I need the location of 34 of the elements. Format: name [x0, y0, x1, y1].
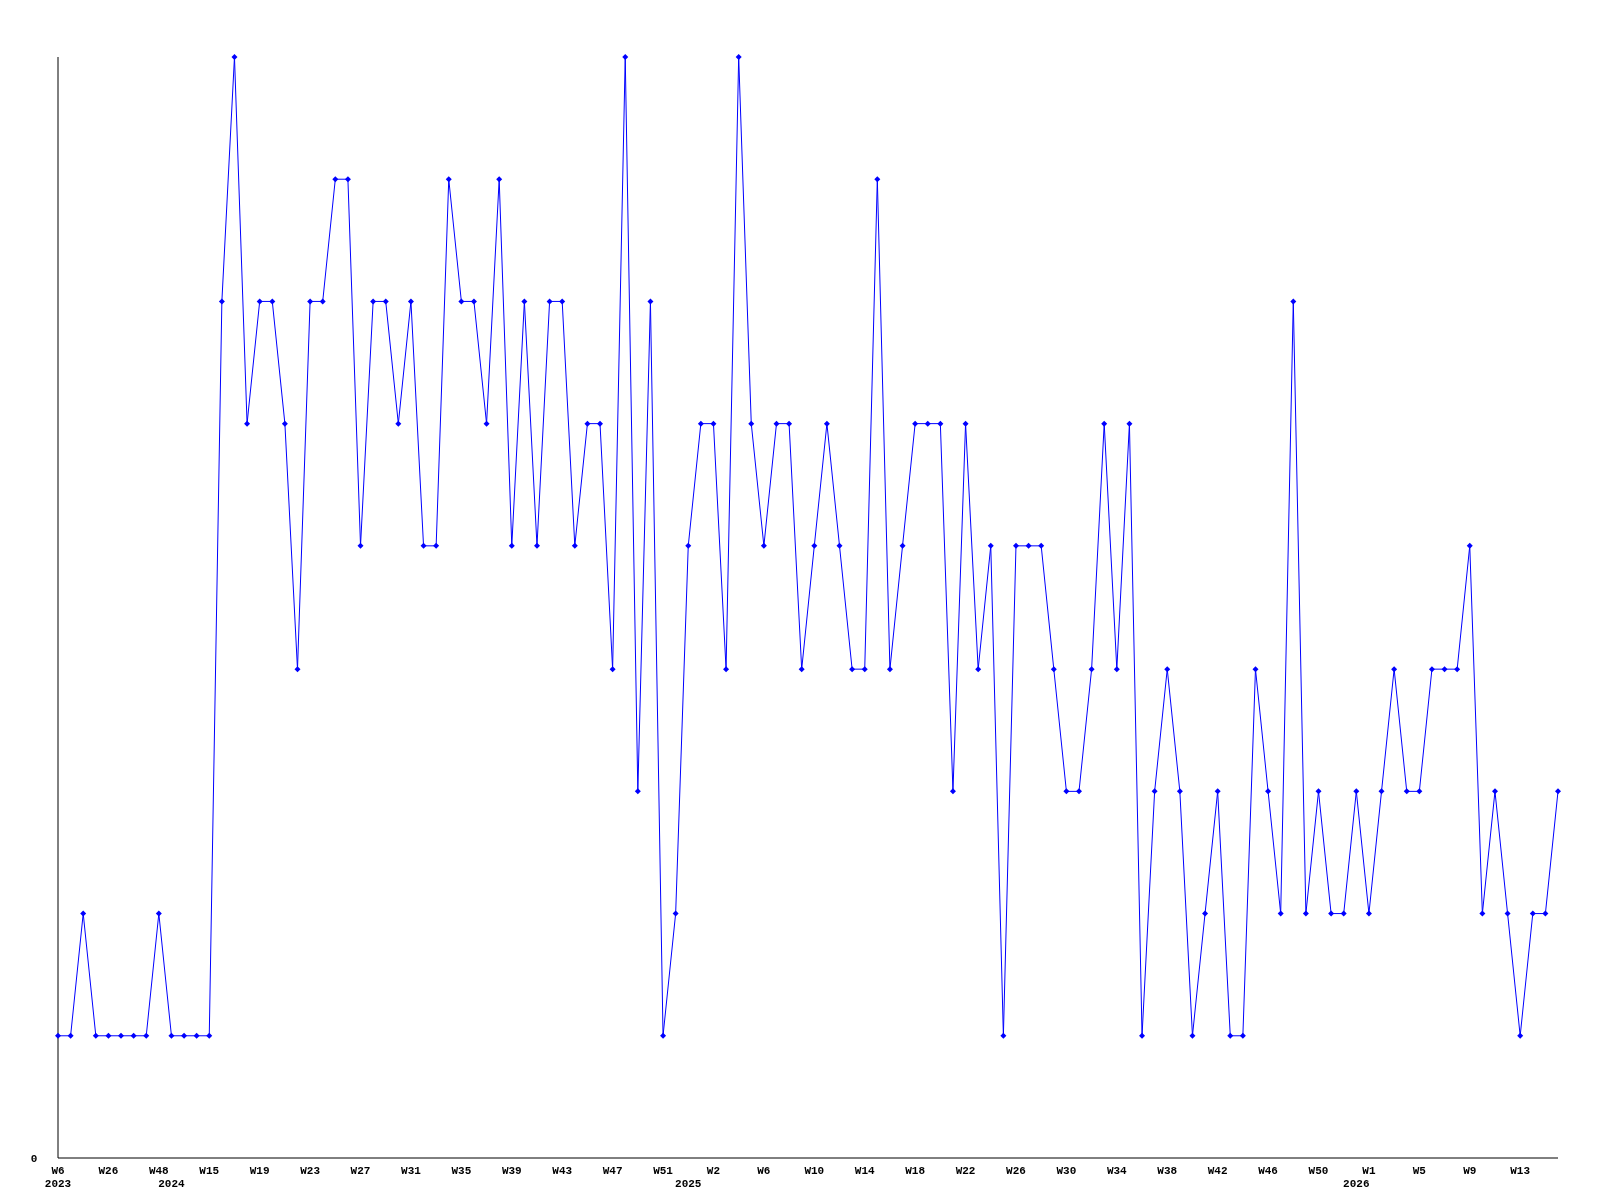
x-tick-label: W30	[1056, 1165, 1077, 1177]
x-tick-label: W26	[1006, 1165, 1026, 1177]
x-tick-label: W47	[602, 1165, 623, 1177]
text: 0	[30, 1153, 38, 1165]
x-tick-label: W22	[955, 1165, 976, 1177]
x-tick-label: W48	[148, 1165, 170, 1177]
x-tick-label: W5	[1412, 1165, 1427, 1177]
x-tick-label: W10	[804, 1165, 825, 1177]
x-tick-label: W2	[706, 1165, 721, 1177]
x-tick-label: W9	[1463, 1165, 1477, 1177]
x-tick-label: W6 2023	[44, 1165, 72, 1190]
x-tick-label: 2025	[675, 1178, 702, 1190]
x-tick-label: W46	[1258, 1165, 1278, 1177]
x-tick-label: W6	[757, 1165, 771, 1177]
x-tick-label: W13	[1510, 1165, 1531, 1177]
x-tick-label: W42	[1207, 1165, 1228, 1177]
x-tick-label: W38	[1157, 1165, 1178, 1177]
x-tick-label: W50	[1308, 1165, 1329, 1177]
x-tick-label: 2024	[158, 1178, 186, 1190]
x-tick-label: W1	[1362, 1165, 1376, 1177]
x-tick-label: W35	[451, 1165, 472, 1177]
x-tick-label: W43	[552, 1165, 573, 1177]
x-tick-label: W39	[501, 1165, 522, 1177]
x-tick-label: W14	[854, 1165, 876, 1177]
x-tick-label: 2026	[1343, 1178, 1370, 1190]
x-tick-label: W15	[199, 1165, 220, 1177]
x-tick-label: W23	[300, 1165, 321, 1177]
x-tick-label: W34	[1106, 1165, 1128, 1177]
x-tick-label: W51	[653, 1165, 674, 1177]
x-tick-label: W27	[350, 1165, 371, 1177]
x-tick-label: W26	[98, 1165, 119, 1177]
x-tick-label: W18	[905, 1165, 926, 1177]
x-tick-label: W19	[249, 1165, 270, 1177]
x-tick-label: W31	[401, 1165, 422, 1177]
